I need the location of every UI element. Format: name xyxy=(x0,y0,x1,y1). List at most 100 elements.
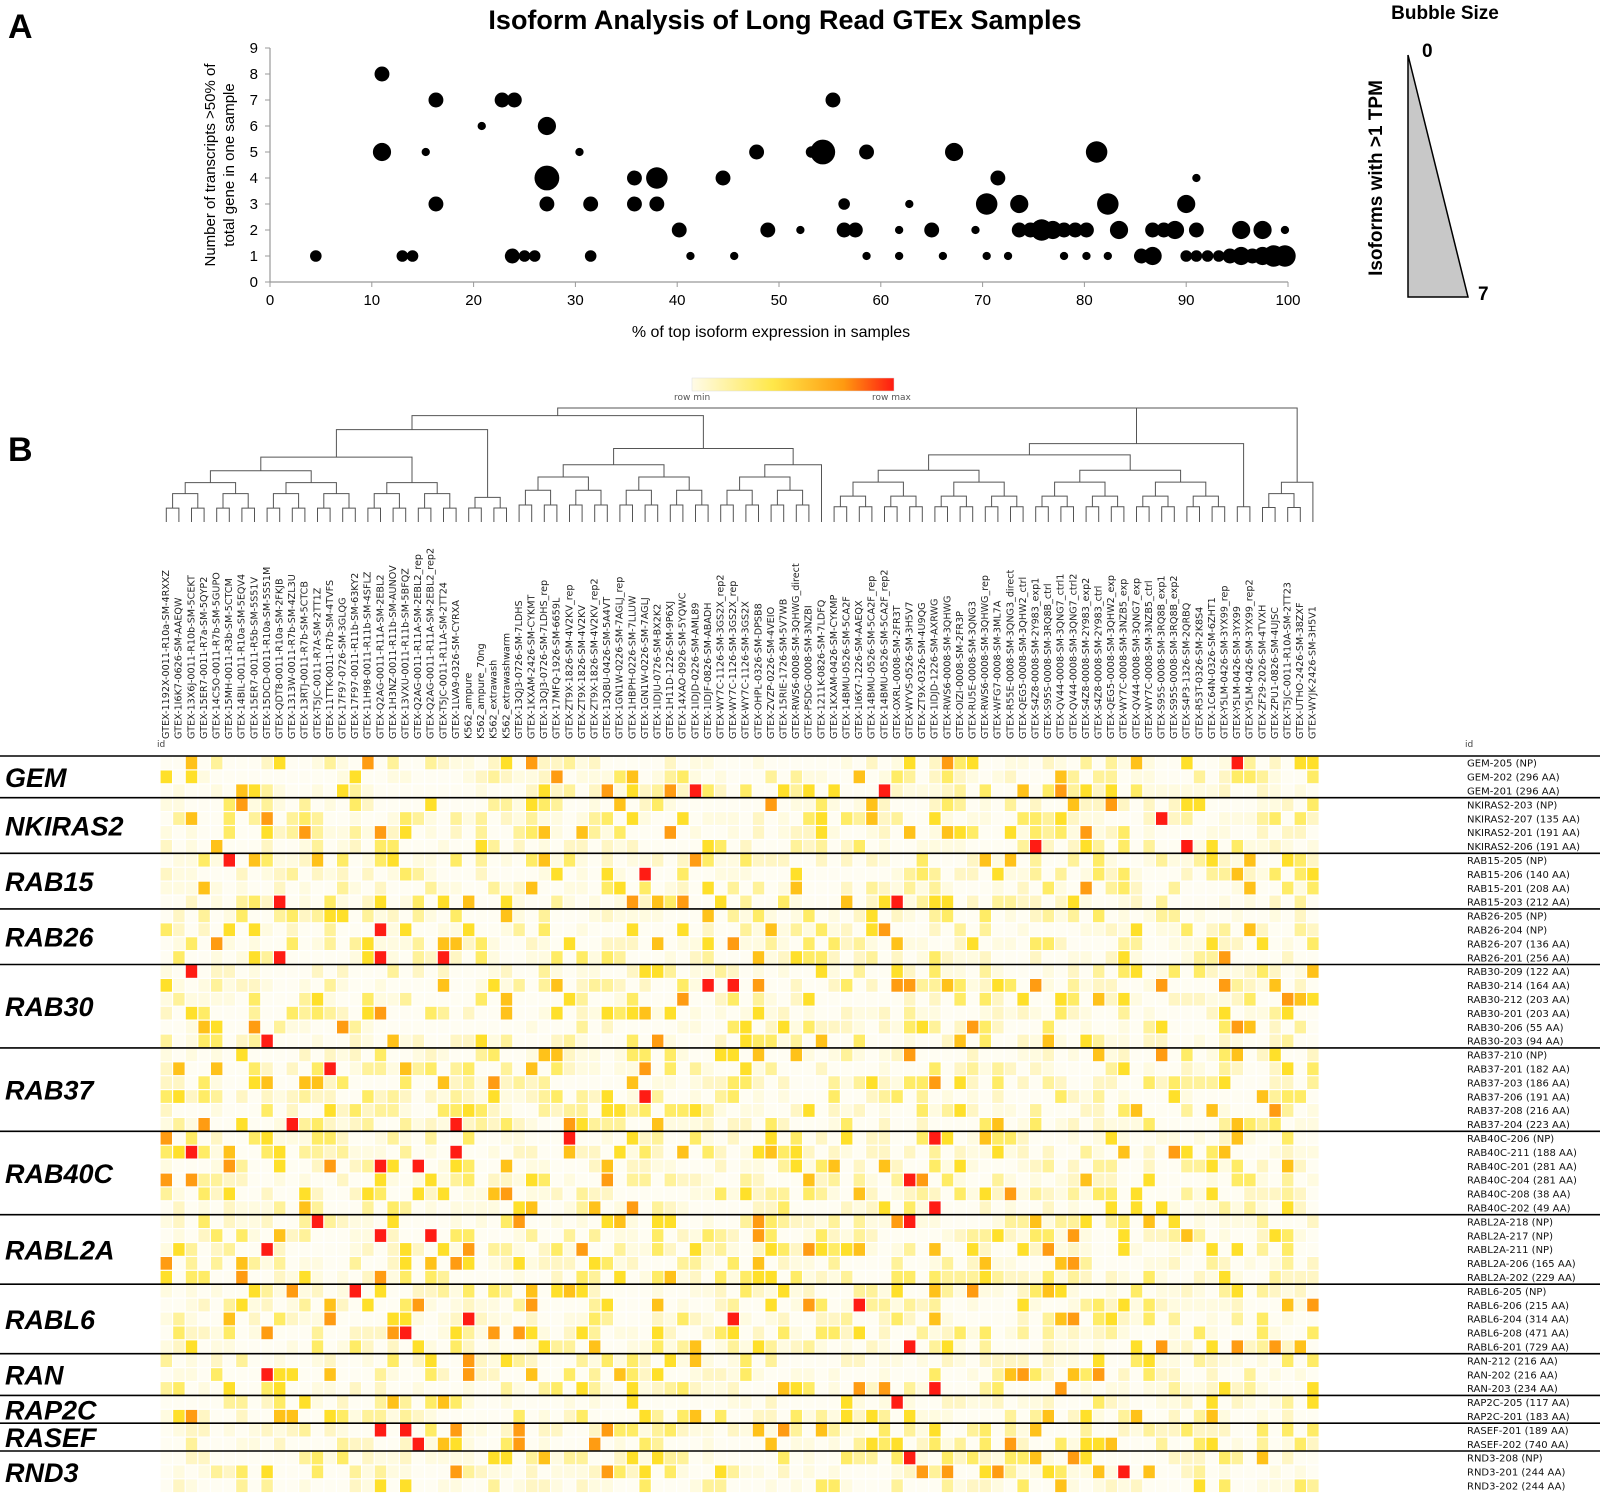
heatmap-cell xyxy=(576,1298,588,1312)
heatmap-cell xyxy=(362,1396,374,1409)
heatmap-cell xyxy=(463,1354,475,1367)
heatmap-cell xyxy=(1294,979,1306,992)
sample-label: GTEX-14BMU-0526-SM-5CA2F xyxy=(841,596,852,739)
heatmap-cell xyxy=(853,840,865,853)
heatmap-cell xyxy=(1055,1312,1067,1326)
heatmap-cell xyxy=(778,1284,790,1298)
heatmap-cell xyxy=(551,1409,563,1423)
heatmap-cell xyxy=(941,1187,954,1201)
heatmap-cell xyxy=(299,1284,311,1298)
heatmap-cell xyxy=(1143,1048,1155,1062)
heatmap-cell xyxy=(1156,1104,1168,1117)
heatmap-cell xyxy=(299,1020,311,1034)
heatmap-cell xyxy=(236,1270,248,1284)
heatmap-cell xyxy=(1231,853,1243,867)
heatmap-cell xyxy=(891,1118,903,1131)
heatmap-cell xyxy=(929,895,941,909)
heatmap-cell xyxy=(500,1215,513,1228)
heatmap-cell xyxy=(702,1437,714,1451)
heatmap-cell xyxy=(1231,1326,1243,1340)
heatmap-cell xyxy=(929,1270,941,1284)
heatmap-cell xyxy=(551,1423,563,1437)
heatmap-cell xyxy=(185,1382,198,1395)
heatmap-cell xyxy=(626,1270,639,1284)
heatmap-cell xyxy=(526,1423,538,1437)
heatmap-cell xyxy=(1282,867,1294,881)
heatmap-cell xyxy=(299,992,311,1006)
heatmap-cell xyxy=(185,1118,198,1131)
heatmap-cell xyxy=(689,1354,702,1367)
heatmap-cell xyxy=(689,826,702,839)
heatmap-cell xyxy=(488,1076,500,1089)
heatmap-cell xyxy=(1080,965,1092,978)
heatmap-cell xyxy=(1130,1215,1143,1228)
heatmap-cell xyxy=(639,826,651,839)
heatmap-cell xyxy=(299,1409,311,1423)
heatmap-cell xyxy=(223,770,235,784)
heatmap-cell xyxy=(778,770,790,784)
heatmap-cell xyxy=(1118,1104,1130,1117)
heatmap-cell xyxy=(992,1034,1004,1048)
heatmap-cell xyxy=(790,812,802,825)
heatmap-cell xyxy=(437,1118,450,1131)
heatmap-cell xyxy=(941,1006,954,1020)
heatmap-cell xyxy=(1017,1326,1029,1340)
heatmap-cell xyxy=(1168,1131,1180,1145)
heatmap-cell xyxy=(1118,867,1130,881)
heatmap-cell xyxy=(702,1409,714,1423)
heatmap-cell xyxy=(1307,895,1319,909)
heatmap-cell xyxy=(1067,1229,1080,1242)
y-tick-label: 5 xyxy=(250,144,258,161)
heatmap-cell xyxy=(1067,909,1080,923)
heatmap-cell xyxy=(1256,1173,1269,1187)
heatmap-cell xyxy=(904,1145,916,1159)
heatmap-cell xyxy=(1130,1437,1143,1451)
heatmap-cell xyxy=(752,812,765,825)
heatmap-cell xyxy=(740,1243,752,1256)
heatmap-cell xyxy=(211,1270,223,1284)
heatmap-cell xyxy=(866,1201,878,1215)
heatmap-cell xyxy=(1105,1284,1117,1298)
heatmap-cell xyxy=(261,1076,273,1089)
heatmap-cell xyxy=(639,1368,651,1381)
heatmap-cell xyxy=(1080,979,1092,992)
heatmap-cell xyxy=(173,923,185,937)
heatmap-cell xyxy=(740,1215,752,1228)
heatmap-cell xyxy=(1168,1284,1180,1298)
heatmap-cell xyxy=(1244,937,1256,950)
heatmap-cell xyxy=(563,812,576,825)
heatmap-cell xyxy=(1269,798,1281,811)
heatmap-cell xyxy=(727,1298,739,1312)
sample-label: GTEX-1211K-0826-SM-7LDFQ xyxy=(816,599,827,739)
heatmap-cell xyxy=(1156,1340,1168,1354)
heatmap-cell xyxy=(286,1131,298,1145)
heatmap-cell xyxy=(463,909,475,923)
heatmap-cell xyxy=(1256,1284,1269,1298)
heatmap-cell xyxy=(160,1437,172,1451)
heatmap-cell xyxy=(1206,937,1218,950)
heatmap-cell xyxy=(639,1437,651,1451)
heatmap-cell xyxy=(715,1368,727,1381)
scatter-point xyxy=(421,147,430,157)
heatmap-cell xyxy=(1156,1006,1168,1020)
heatmap-cell xyxy=(349,840,361,853)
heatmap-cell xyxy=(639,1020,651,1034)
heatmap-cell xyxy=(211,1215,223,1228)
heatmap-cell xyxy=(1231,840,1243,853)
heatmap-cell xyxy=(967,881,979,895)
heatmap-cell xyxy=(1282,1354,1294,1367)
heatmap-cell xyxy=(223,1284,235,1298)
heatmap-cell xyxy=(538,895,550,909)
heatmap-cell xyxy=(778,1270,790,1284)
heatmap-cell xyxy=(941,1423,954,1437)
heatmap-cell xyxy=(311,1229,324,1242)
heatmap-cell xyxy=(236,1382,248,1395)
heatmap-cell xyxy=(1067,965,1080,978)
heatmap-cell xyxy=(853,1173,865,1187)
heatmap-cell xyxy=(324,1173,336,1187)
heatmap-cell xyxy=(841,1173,853,1187)
heatmap-cell xyxy=(891,1145,903,1159)
heatmap-cell xyxy=(475,1090,487,1103)
heatmap-cell xyxy=(1156,1215,1168,1228)
heatmap-cell xyxy=(878,1451,891,1465)
